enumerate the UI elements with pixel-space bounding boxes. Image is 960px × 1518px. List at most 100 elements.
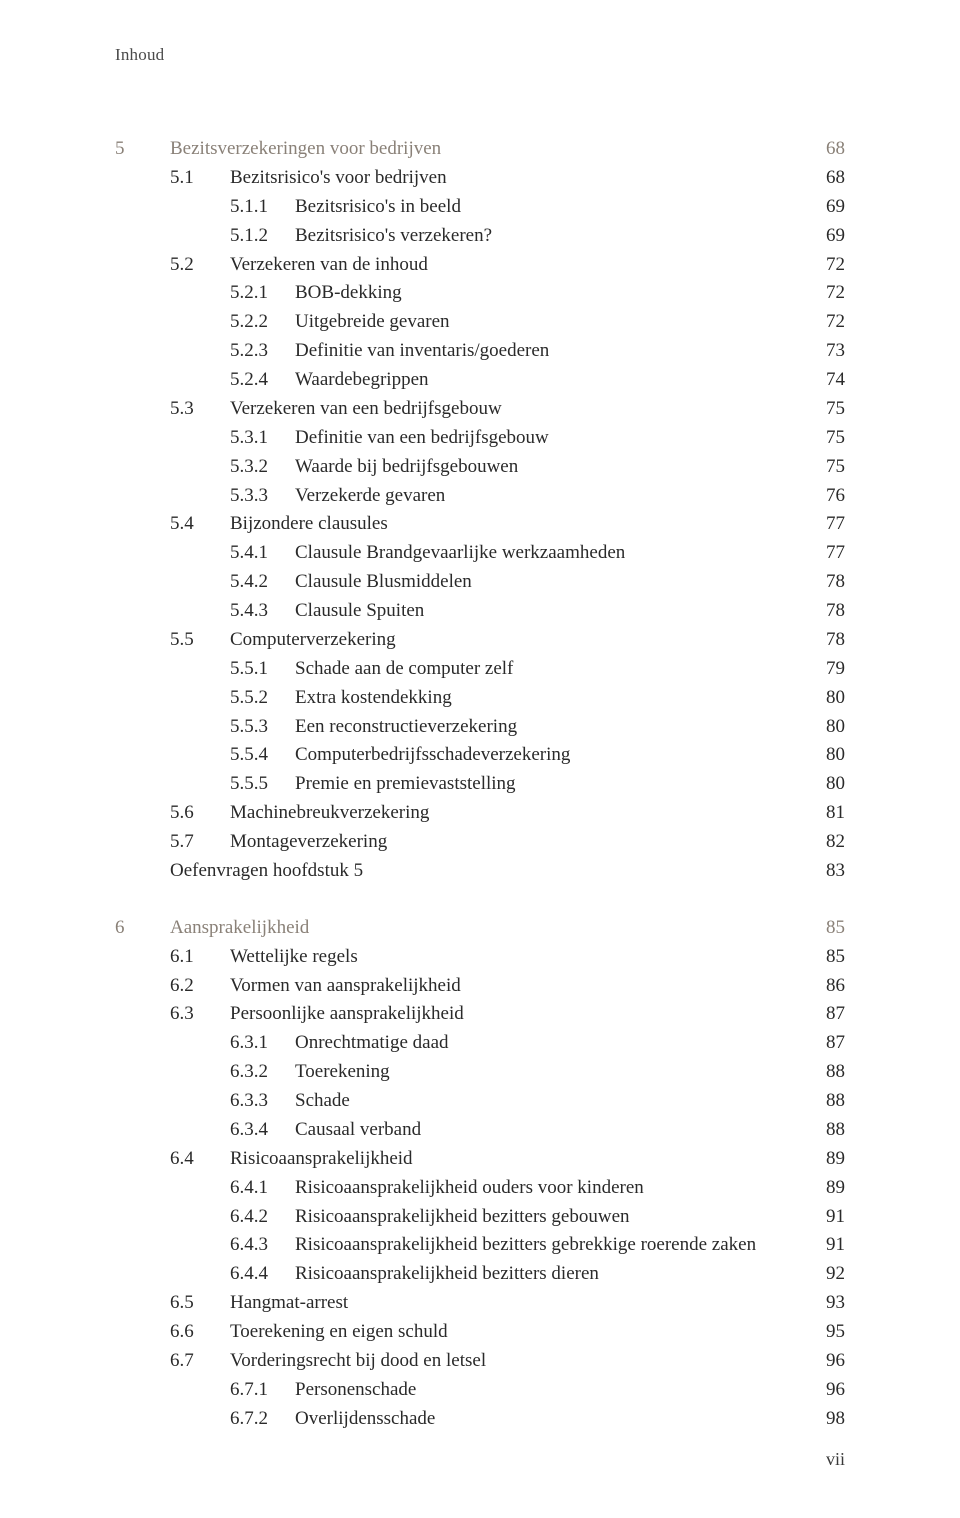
chapter-title-text: Bezitsverzekeringen voor bedrijven (170, 135, 805, 164)
toc-entry: 6.4.3Risicoaansprakelijkheid bezitters g… (115, 1231, 845, 1260)
subsection-number: 5.5.1 (230, 655, 295, 684)
toc-entry: 5.4.2Clausule Blusmiddelen78 (115, 568, 845, 597)
toc-entry: 6.3.4Causaal verband88 (115, 1116, 845, 1145)
entry-page: 78 (805, 597, 845, 626)
section-number: 6.1 (170, 943, 230, 972)
toc-entry: Oefenvragen hoofdstuk 583 (115, 857, 845, 886)
toc-entry: 6.3.1Onrechtmatige daad87 (115, 1029, 845, 1058)
section-number: 6.5 (170, 1289, 230, 1318)
entry-page: 91 (805, 1231, 845, 1260)
subsection-number: 5.4.1 (230, 539, 295, 568)
subsection-number: 5.5.3 (230, 713, 295, 742)
toc-entry: 5.5.5Premie en premievaststelling80 (115, 770, 845, 799)
entry-page: 89 (805, 1174, 845, 1203)
entry-title: Machinebreukverzekering (230, 799, 805, 828)
entry-page: 88 (805, 1116, 845, 1145)
entry-title: Bezitsrisico's in beeld (295, 193, 805, 222)
subsection-number: 5.3.1 (230, 424, 295, 453)
toc-entry: 5.6Machinebreukverzekering81 (115, 799, 845, 828)
toc-entry: 6.4.4Risicoaansprakelijkheid bezitters d… (115, 1260, 845, 1289)
entry-page: 69 (805, 193, 845, 222)
entry-title: Onrechtmatige daad (295, 1029, 805, 1058)
entry-page: 80 (805, 713, 845, 742)
subsection-number: 5.2.1 (230, 279, 295, 308)
entry-page: 81 (805, 799, 845, 828)
entry-title: Risicoaansprakelijkheid (230, 1145, 805, 1174)
entry-title: Persoonlijke aansprakelijkheid (230, 1000, 805, 1029)
section-number: 6.3 (170, 1000, 230, 1029)
entry-title: Wettelijke regels (230, 943, 805, 972)
subsection-number: 6.3.2 (230, 1058, 295, 1087)
toc-entry: 5.2Verzekeren van de inhoud72 (115, 251, 845, 280)
chapter-block: 6Aansprakelijkheid856.1Wettelijke regels… (115, 914, 845, 1434)
entry-title: Toerekening en eigen schuld (230, 1318, 805, 1347)
section-number: 5.1 (170, 164, 230, 193)
entry-title: Verzekeren van de inhoud (230, 251, 805, 280)
section-number: 5.2 (170, 251, 230, 280)
entry-title: Bijzondere clausules (230, 510, 805, 539)
entry-page: 75 (805, 424, 845, 453)
toc-entry: 5.3.1Definitie van een bedrijfsgebouw75 (115, 424, 845, 453)
toc-entry: 6.7Vorderingsrecht bij dood en letsel96 (115, 1347, 845, 1376)
entry-title: Definitie van een bedrijfsgebouw (295, 424, 805, 453)
entry-page: 89 (805, 1145, 845, 1174)
entry-title: Risicoaansprakelijkheid bezitters dieren (295, 1260, 805, 1289)
chapter-number: 6 (115, 914, 170, 943)
toc-entry: 6.7.1Personenschade96 (115, 1376, 845, 1405)
entry-page: 98 (805, 1405, 845, 1434)
entry-page: 77 (805, 510, 845, 539)
section-number: 5.6 (170, 799, 230, 828)
toc-entry: 5.4.3Clausule Spuiten78 (115, 597, 845, 626)
toc-entry: 5.3.3Verzekerde gevaren76 (115, 482, 845, 511)
entry-title: Overlijdensschade (295, 1405, 805, 1434)
running-head: Inhoud (115, 45, 845, 65)
entry-page: 80 (805, 741, 845, 770)
toc-entry: 5.1Bezitsrisico's voor bedrijven68 (115, 164, 845, 193)
subsection-number: 5.5.5 (230, 770, 295, 799)
subsection-number: 6.4.4 (230, 1260, 295, 1289)
entry-title: Montageverzekering (230, 828, 805, 857)
subsection-number: 5.4.2 (230, 568, 295, 597)
subsection-number: 6.4.1 (230, 1174, 295, 1203)
chapter-number: 5 (115, 135, 170, 164)
entry-title: Risicoaansprakelijkheid ouders voor kind… (295, 1174, 805, 1203)
toc-entry: 5.4Bijzondere clausules77 (115, 510, 845, 539)
subsection-number: 5.2.3 (230, 337, 295, 366)
chapter-page: 85 (805, 914, 845, 943)
entry-title: Risicoaansprakelijkheid bezitters gebouw… (295, 1203, 805, 1232)
entry-title: Schade aan de computer zelf (295, 655, 805, 684)
entry-page: 95 (805, 1318, 845, 1347)
toc-entry: 6.6Toerekening en eigen schuld95 (115, 1318, 845, 1347)
section-number: 6.7 (170, 1347, 230, 1376)
section-number: 6.6 (170, 1318, 230, 1347)
toc-entry: 5.2.2Uitgebreide gevaren72 (115, 308, 845, 337)
entry-page: 80 (805, 684, 845, 713)
subsection-number: 6.3.1 (230, 1029, 295, 1058)
subsection-number: 5.1.2 (230, 222, 295, 251)
table-of-contents: 5Bezitsverzekeringen voor bedrijven685.1… (115, 135, 845, 1434)
toc-entry: 5.2.3Definitie van inventaris/goederen73 (115, 337, 845, 366)
entry-page: 78 (805, 626, 845, 655)
entry-page: 92 (805, 1260, 845, 1289)
entry-page: 87 (805, 1029, 845, 1058)
entry-title: Toerekening (295, 1058, 805, 1087)
subsection-number: 5.3.3 (230, 482, 295, 511)
entry-title: Vormen van aansprakelijkheid (230, 972, 805, 1001)
subsection-number: 6.3.4 (230, 1116, 295, 1145)
toc-entry: 5.7Montageverzekering82 (115, 828, 845, 857)
entry-page: 83 (805, 857, 845, 886)
entry-page: 72 (805, 308, 845, 337)
entry-page: 80 (805, 770, 845, 799)
entry-title: Computerverzekering (230, 626, 805, 655)
toc-entry: 6.3Persoonlijke aansprakelijkheid87 (115, 1000, 845, 1029)
toc-entry: 5.3Verzekeren van een bedrijfsgebouw75 (115, 395, 845, 424)
toc-entry: 5.5Computerverzekering78 (115, 626, 845, 655)
entry-page: 79 (805, 655, 845, 684)
toc-entry: 6.3.3Schade88 (115, 1087, 845, 1116)
entry-page: 82 (805, 828, 845, 857)
subsection-number: 5.5.2 (230, 684, 295, 713)
toc-entry: 5.2.1BOB-dekking72 (115, 279, 845, 308)
entry-title: Risicoaansprakelijkheid bezitters gebrek… (295, 1231, 805, 1260)
entry-title: Clausule Blusmiddelen (295, 568, 805, 597)
toc-entry: 6.1Wettelijke regels85 (115, 943, 845, 972)
